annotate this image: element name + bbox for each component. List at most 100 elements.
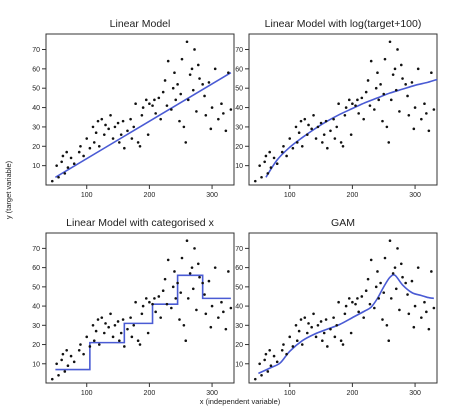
x-tick-label: 100 — [284, 390, 296, 397]
data-point — [123, 146, 126, 150]
y-tick-label: 40 — [235, 105, 243, 112]
data-point — [166, 59, 170, 63]
data-point — [107, 127, 110, 131]
data-point — [269, 166, 273, 169]
data-point — [116, 121, 120, 125]
y-tick-label: 60 — [235, 66, 243, 73]
data-point — [88, 345, 92, 348]
data-point — [285, 352, 288, 356]
data-point — [347, 297, 351, 300]
data-point — [173, 71, 176, 75]
data-point — [201, 281, 204, 285]
y-tick-label: 30 — [32, 124, 40, 131]
data-point — [297, 131, 301, 135]
data-point — [389, 297, 393, 300]
data-point — [140, 114, 144, 117]
panel-3: Linear Model with categorised x 100 200 300… — [32, 217, 235, 397]
y-tick-label: 50 — [235, 284, 243, 291]
data-point — [136, 339, 140, 342]
data-point — [324, 119, 328, 123]
data-point — [141, 304, 145, 308]
y-tick-label: 40 — [235, 304, 243, 311]
data-point — [134, 102, 137, 105]
fit-line — [55, 274, 231, 371]
data-point — [332, 117, 335, 121]
data-point — [427, 129, 431, 133]
data-point — [364, 90, 368, 94]
data-point — [383, 256, 387, 260]
data-point — [294, 125, 298, 129]
data-point — [65, 150, 68, 154]
data-point — [176, 281, 179, 285]
data-point — [369, 258, 373, 262]
data-point — [351, 102, 354, 105]
data-point — [354, 104, 357, 107]
x-tick-label: 200 — [144, 390, 156, 397]
data-point — [185, 239, 189, 242]
data-point — [213, 266, 217, 269]
data-point — [60, 358, 63, 362]
data-point — [130, 137, 134, 140]
data-point — [425, 310, 428, 314]
data-point — [193, 48, 196, 51]
data-point — [423, 300, 426, 304]
data-point — [368, 302, 372, 306]
y-tick-label: 30 — [235, 323, 243, 330]
data-point — [382, 291, 386, 294]
data-point — [136, 141, 140, 144]
data-point — [209, 127, 213, 131]
x-tick-label: 100 — [284, 192, 296, 199]
data-point — [312, 114, 315, 117]
data-point — [321, 339, 324, 342]
data-point — [316, 324, 320, 327]
data-point — [349, 331, 353, 335]
data-point — [104, 322, 107, 325]
data-point — [224, 327, 228, 331]
data-point — [77, 349, 81, 352]
data-point — [341, 343, 345, 346]
data-point — [379, 281, 382, 285]
data-point — [275, 360, 279, 364]
x-tick-label: 300 — [409, 192, 421, 199]
data-point — [349, 133, 353, 136]
data-point — [388, 40, 392, 44]
y-tick-label: 60 — [32, 265, 40, 272]
data-point — [351, 300, 354, 304]
data-point — [393, 67, 397, 71]
data-point — [357, 310, 360, 314]
data-point — [179, 92, 183, 96]
data-point — [207, 279, 211, 283]
data-point — [344, 106, 348, 109]
data-point — [396, 48, 399, 51]
data-point — [399, 63, 403, 67]
data-point — [343, 114, 347, 117]
data-point — [268, 349, 271, 352]
data-point — [253, 377, 257, 381]
data-point — [132, 324, 136, 327]
data-point — [391, 272, 395, 275]
data-point — [387, 339, 391, 342]
data-point — [389, 98, 393, 102]
data-point — [383, 57, 387, 61]
data-point — [138, 343, 142, 346]
data-point — [376, 71, 379, 75]
data-point — [253, 179, 257, 183]
data-point — [374, 86, 378, 90]
data-point — [282, 343, 285, 346]
data-point — [134, 300, 137, 304]
x-axis-label: x (independent variable) — [200, 397, 281, 406]
data-point — [377, 98, 381, 102]
data-point — [307, 322, 310, 325]
y-tick-label: 20 — [32, 144, 40, 151]
data-point — [332, 316, 335, 319]
data-point — [344, 304, 348, 308]
data-point — [398, 308, 401, 312]
data-point — [69, 156, 73, 160]
data-point — [92, 339, 96, 342]
data-point — [171, 86, 175, 90]
data-point — [220, 102, 223, 105]
data-point — [356, 98, 359, 102]
data-point — [217, 117, 220, 121]
data-point — [329, 129, 332, 133]
